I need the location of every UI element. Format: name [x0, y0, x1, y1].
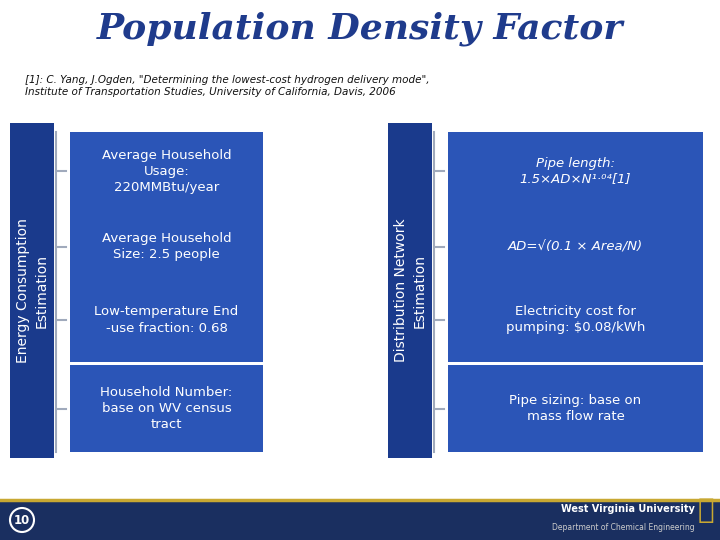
Text: Distribution Network
Estimation: Distribution Network Estimation [394, 219, 426, 362]
FancyBboxPatch shape [70, 132, 263, 210]
Text: Average Household
Usage:
220MMBtu/year: Average Household Usage: 220MMBtu/year [102, 148, 231, 193]
Text: Electricity cost for
pumping: $0.08/kWh: Electricity cost for pumping: $0.08/kWh [506, 306, 645, 334]
Text: Energy Consumption
Estimation: Energy Consumption Estimation [16, 218, 48, 363]
Text: West Virginia University: West Virginia University [561, 504, 695, 514]
FancyBboxPatch shape [448, 132, 703, 210]
FancyBboxPatch shape [70, 210, 263, 283]
Text: AD=√(0.1 × Area/N): AD=√(0.1 × Area/N) [508, 240, 643, 253]
FancyBboxPatch shape [448, 210, 703, 283]
Text: Household Number:
base on WV census
tract: Household Number: base on WV census trac… [100, 386, 233, 431]
Text: [1]: C. Yang, J.Ogden, "Determining the lowest-cost hydrogen delivery mode",
Ins: [1]: C. Yang, J.Ogden, "Determining the … [25, 75, 430, 97]
Text: Average Household
Size: 2.5 people: Average Household Size: 2.5 people [102, 232, 231, 261]
Text: 10: 10 [14, 514, 30, 526]
Text: Low-temperature End
-use fraction: 0.68: Low-temperature End -use fraction: 0.68 [94, 306, 238, 334]
FancyBboxPatch shape [388, 123, 432, 458]
FancyBboxPatch shape [448, 365, 703, 452]
Text: Department of Chemical Engineering: Department of Chemical Engineering [552, 523, 695, 532]
FancyBboxPatch shape [448, 278, 703, 362]
Bar [0, 500, 720, 540]
FancyBboxPatch shape [70, 278, 263, 362]
Text: Pipe sizing: base on
mass flow rate: Pipe sizing: base on mass flow rate [510, 394, 642, 423]
Text: Pipe length:
1.5×AD×N¹·⁰⁴[1]: Pipe length: 1.5×AD×N¹·⁰⁴[1] [520, 157, 631, 186]
FancyBboxPatch shape [10, 123, 54, 458]
Text: Population Density Factor: Population Density Factor [96, 12, 624, 46]
Text: Ⓦ: Ⓦ [698, 496, 714, 524]
FancyBboxPatch shape [70, 365, 263, 452]
